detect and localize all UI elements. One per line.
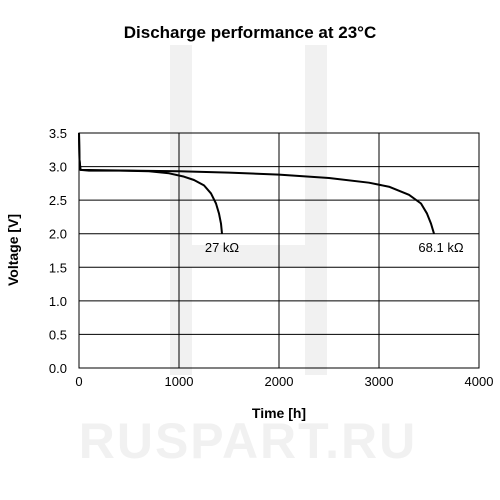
x-tick-label-1: 1000	[165, 374, 194, 389]
x-axis-label: Time [h]	[252, 405, 306, 421]
x-tick-label-4: 4000	[465, 374, 494, 389]
y-tick-label-2: 1.0	[49, 294, 67, 309]
watermark-logo-bar-right	[305, 45, 327, 375]
y-tick-label-1: 0.5	[49, 327, 67, 342]
y-tick-label-7: 3.5	[49, 126, 67, 141]
series-annotations: 27 kΩ 68.1 kΩ	[205, 240, 464, 255]
x-tick-label-3: 3000	[365, 374, 394, 389]
watermark-logo-bar-left	[170, 45, 192, 375]
y-tick-labels: 0.0 0.5 1.0 1.5 2.0 2.5 3.0 3.5	[49, 126, 67, 376]
x-tick-labels: 0 1000 2000 3000 4000	[75, 374, 493, 389]
y-tick-label-4: 2.0	[49, 227, 67, 242]
plot-frame	[78, 132, 480, 369]
x-tick-label-0: 0	[75, 374, 82, 389]
series-annotation-0: 27 kΩ	[205, 240, 240, 255]
series-line-1	[78, 132, 435, 234]
series-line-0	[78, 132, 223, 234]
watermark-text: RUSPART.RU	[79, 413, 418, 469]
series-annotation-1: 68.1 kΩ	[418, 240, 463, 255]
y-axis-label: Voltage [V]	[5, 214, 21, 286]
chart-title: Discharge performance at 23°C	[124, 23, 376, 42]
y-tick-label-6: 3.0	[49, 160, 67, 175]
y-tick-label-0: 0.0	[49, 361, 67, 376]
grid	[79, 133, 479, 368]
y-tick-label-3: 1.5	[49, 260, 67, 275]
x-tick-label-2: 2000	[265, 374, 294, 389]
watermark: RUSPART.RU	[79, 45, 418, 469]
watermark-logo-bar-middle	[170, 245, 327, 267]
y-tick-label-5: 2.5	[49, 193, 67, 208]
series-lines	[78, 132, 435, 234]
